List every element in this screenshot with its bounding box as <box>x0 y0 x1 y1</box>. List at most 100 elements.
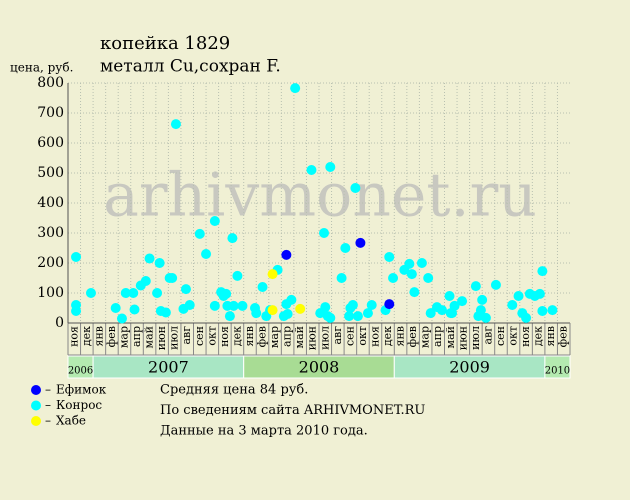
point <box>194 228 205 239</box>
point <box>366 300 377 310</box>
y-tick-label: 300 <box>37 225 64 241</box>
point <box>170 119 181 130</box>
legend-marker <box>31 385 41 395</box>
x-tick-label: май <box>143 326 156 348</box>
point <box>475 305 486 316</box>
x-tick-label: янв <box>394 326 407 346</box>
y-tick-label: 200 <box>37 255 64 271</box>
point <box>513 291 524 301</box>
point <box>409 287 420 298</box>
x-tick-label: окт <box>205 326 218 346</box>
legend-label: Ефимок <box>56 383 107 397</box>
point <box>152 288 163 298</box>
x-tick-label: май <box>444 326 457 348</box>
x-tick-label: фев <box>557 326 570 347</box>
point <box>228 300 239 311</box>
chart-title: копейка 1829 <box>100 33 230 54</box>
point <box>267 305 278 316</box>
note: По сведениям сайта ARHIVMONET.RU <box>160 403 425 418</box>
x-tick-label: апр <box>431 326 444 347</box>
x-tick-label: июл <box>318 326 331 350</box>
point <box>295 303 306 314</box>
point <box>344 311 355 322</box>
point <box>340 243 351 253</box>
x-tick-label: июл <box>469 326 482 350</box>
point <box>286 294 297 305</box>
x-tick-label: фев <box>105 326 118 347</box>
point <box>507 300 518 310</box>
point <box>180 284 191 295</box>
point <box>128 288 139 298</box>
point <box>404 258 415 269</box>
x-tick-label: апр <box>281 326 294 347</box>
point <box>282 309 293 319</box>
point <box>85 288 96 298</box>
chart-subtitle: металл Cu,сохран F. <box>100 57 281 77</box>
point <box>406 269 417 280</box>
point <box>116 313 127 324</box>
point <box>457 296 468 307</box>
point <box>384 252 395 262</box>
point <box>350 183 361 193</box>
point <box>470 281 481 292</box>
x-tick-label: дек <box>381 326 394 346</box>
watermark: arhivmonet.ru <box>103 161 537 231</box>
point <box>449 300 460 311</box>
year-label: 2008 <box>299 358 340 377</box>
year-cell <box>544 355 571 379</box>
year-label: 2010 <box>545 366 570 377</box>
point <box>347 300 358 310</box>
point <box>444 291 455 301</box>
x-tick-label: апр <box>130 326 143 347</box>
x-tick-label: янв <box>92 326 105 346</box>
y-tick-label: 600 <box>37 135 64 151</box>
y-tick-label: 500 <box>37 165 64 181</box>
point <box>71 252 82 262</box>
x-tick-label: фев <box>406 326 419 347</box>
year-label: 2007 <box>148 358 189 377</box>
note: Данные на 3 марта 2010 года. <box>160 424 368 439</box>
x-tick-label: июн <box>306 326 319 350</box>
point <box>120 288 131 298</box>
y-tick-label: 700 <box>37 105 64 121</box>
y-tick-label: 100 <box>37 285 64 301</box>
x-tick-label: июл <box>168 326 181 350</box>
x-tick-label: ноя <box>218 326 231 347</box>
point <box>201 249 212 259</box>
point <box>227 233 238 244</box>
point <box>436 305 447 316</box>
point <box>480 312 491 323</box>
x-tick-label: дек <box>532 326 545 346</box>
x-tick-label: янв <box>243 326 256 346</box>
point <box>384 299 395 310</box>
point <box>537 266 548 277</box>
point <box>325 312 336 323</box>
x-tick-label: мар <box>117 326 130 348</box>
point <box>184 300 195 310</box>
point <box>547 305 558 316</box>
x-tick-label: фев <box>256 326 269 347</box>
point <box>160 307 171 318</box>
point <box>209 216 220 226</box>
x-tick-label: авг <box>481 326 494 345</box>
legend-dash: – <box>45 398 51 412</box>
point <box>209 300 220 311</box>
point <box>319 228 330 238</box>
legend-dash: – <box>45 414 51 428</box>
year-label: 2009 <box>449 358 490 377</box>
x-tick-label: мар <box>419 326 432 348</box>
point <box>537 306 548 316</box>
x-tick-label: дек <box>230 326 243 346</box>
point <box>362 308 373 319</box>
legend-marker <box>31 416 41 426</box>
point <box>237 300 248 311</box>
x-tick-label: сен <box>343 326 356 346</box>
point <box>281 249 292 260</box>
point <box>221 288 232 299</box>
legend-label: Хабе <box>56 414 86 428</box>
year-label: 2006 <box>68 366 93 377</box>
point <box>110 303 121 313</box>
x-tick-label: янв <box>544 326 557 346</box>
legend-label: Конрос <box>56 398 102 412</box>
